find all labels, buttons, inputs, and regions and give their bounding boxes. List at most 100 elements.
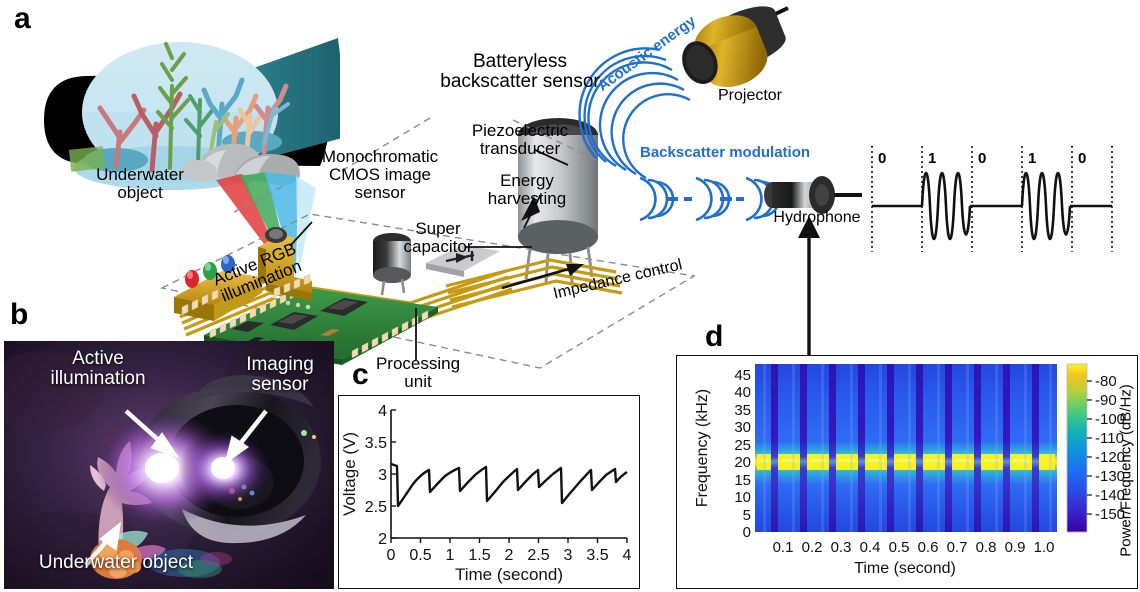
- underwater-scene-illustration: [44, 38, 340, 190]
- d-cbtick-140: -140: [1095, 487, 1125, 504]
- panel-label-b: b: [10, 298, 29, 331]
- supercap-l1: Super: [415, 219, 461, 238]
- c-xtick-0p5: 0.5: [409, 547, 431, 564]
- d-cbtick-130: -130: [1095, 468, 1125, 485]
- acoustic-energy-waves-icon: [578, 47, 691, 180]
- d-xtick-0p5: 0.5: [889, 539, 910, 556]
- c-xtick-4: 4: [623, 547, 632, 564]
- d-ytick-45: 45: [734, 367, 751, 384]
- energy-harvesting-label: Energy harvesting: [462, 172, 592, 208]
- d-xtick-0p4: 0.4: [860, 539, 881, 556]
- bit-0-a: 0: [878, 150, 887, 167]
- title-line-2: backscatter sensor: [440, 70, 600, 92]
- d-xlabel: Time (second): [854, 560, 956, 577]
- bit-1-b: 1: [1028, 150, 1037, 167]
- underwater-photo-content: [4, 341, 334, 589]
- c-ylabel: Voltage (V): [340, 432, 359, 516]
- underwater-object-photo-label: Underwater object: [38, 552, 194, 573]
- d-colorbar-label: Power/Frequency (dB/Hz): [1117, 384, 1135, 557]
- bit-0-b: 0: [978, 150, 987, 167]
- title-line-1: Batteryless: [473, 51, 567, 72]
- impedance-control-arrow: [501, 264, 584, 290]
- d-ytick-25: 25: [734, 437, 751, 454]
- colorbar-axis-title-wrap: Power/Frequency (dB/Hz): [1116, 362, 1136, 582]
- d-xtick-0p9: 0.9: [1005, 539, 1026, 556]
- spectrogram-chart: 0 5 10 15 20 25 30 35 40 45 Frequency (k…: [694, 363, 1125, 577]
- piezo-l1: Piezoelectric: [471, 121, 569, 140]
- imaging-l1: Imaging: [246, 354, 314, 375]
- panel-label-c: c: [352, 358, 369, 391]
- hydrophone-to-spectrogram-arrow: [798, 216, 820, 360]
- d-cbtick-90: -90: [1095, 392, 1117, 409]
- underwater-object-label: Underwater object: [70, 166, 210, 202]
- proc-l1: Processing: [375, 354, 461, 373]
- d-xtick-0p6: 0.6: [918, 539, 939, 556]
- batteryless-sensor-title: Batteryless backscatter sensor: [390, 52, 650, 92]
- piezo-transducer-label: Piezoelectric transducer: [440, 122, 600, 158]
- d-ytick-5: 5: [743, 507, 751, 524]
- d-xtick-0p1: 0.1: [773, 539, 794, 556]
- panel-d-frame: 0 5 10 15 20 25 30 35 40 45 Frequency (k…: [676, 355, 1138, 589]
- c-ytick-3p5: 3.5: [365, 435, 387, 452]
- c-ytick-2p5: 2.5: [365, 499, 387, 516]
- d-xtick-0p8: 0.8: [976, 539, 997, 556]
- panel-label-a: a: [14, 2, 31, 35]
- cmos-l3: sensor: [354, 182, 406, 202]
- d-cbtick-120: -120: [1095, 449, 1125, 466]
- energy-l1: Energy: [500, 171, 554, 190]
- imaging-l2: sensor: [251, 373, 309, 395]
- imaging-sensor-label: Imaging sensor: [230, 355, 330, 395]
- c-xtick-3p5: 3.5: [586, 547, 608, 564]
- active-illum-l2: illumination: [50, 367, 146, 389]
- super-capacitor-label: Super capacitor: [388, 220, 488, 256]
- acoustic-projector-icon: [682, 6, 789, 88]
- d-ylabel: Frequency (kHz): [694, 389, 711, 507]
- active-illumination-label: Active illumination: [32, 349, 164, 389]
- cmos-l2: CMOS image: [328, 164, 432, 184]
- c-xtick-2p5: 2.5: [527, 547, 549, 564]
- supercap-l2: capacitor: [403, 236, 473, 256]
- projector-label: Projector: [717, 87, 783, 104]
- voltage-chart: 2 2.5 3 3.5 4 0 0.5 1: [340, 403, 632, 584]
- d-ytick-0: 0: [743, 524, 751, 541]
- panel-a-leader-lines: [233, 117, 597, 360]
- d-xtick-1p0: 1.0: [1034, 539, 1055, 556]
- sensor-dashed-enclosure: [159, 213, 697, 369]
- piezo-l2: transducer: [479, 138, 561, 158]
- c-ytick-3: 3: [378, 467, 387, 484]
- d-cbtick-150: -150: [1095, 506, 1125, 523]
- d-xtick-0p3: 0.3: [831, 539, 852, 556]
- backscatter-modulation-waves-icon: [639, 176, 781, 222]
- hydrophone-icon: [764, 176, 862, 214]
- panel-label-d: d: [705, 320, 724, 353]
- d-ytick-40: 40: [734, 384, 751, 401]
- underwater-photo: Active illumination Imaging sensor Under…: [4, 341, 334, 589]
- energy-l2: harvesting: [487, 188, 567, 208]
- d-ytick-30: 30: [734, 419, 751, 436]
- c-xtick-3: 3: [564, 547, 573, 564]
- c-ytick-4: 4: [378, 403, 387, 420]
- colorbar: [1066, 363, 1088, 533]
- d-ytick-35: 35: [734, 402, 751, 419]
- panel-c-frame: 2 2.5 3 3.5 4 0 0.5 1: [338, 395, 640, 589]
- active-illum-l1: Active: [72, 348, 124, 369]
- d-ytick-15: 15: [734, 472, 751, 489]
- c-ytick-2: 2: [378, 531, 387, 548]
- underwater-object-l2: object: [117, 182, 163, 202]
- d-cbtick-100: -100: [1095, 411, 1125, 428]
- c-xtick-2: 2: [505, 547, 514, 564]
- hydrophone-label: Hydrophone: [773, 209, 861, 226]
- d-cbtick-80: -80: [1095, 373, 1117, 390]
- bit-1-a: 1: [928, 150, 937, 167]
- d-ytick-10: 10: [734, 489, 751, 506]
- c-xlabel: Time (second): [455, 565, 563, 584]
- c-xtick-0: 0: [387, 547, 396, 564]
- cmos-l1: Monochromatic: [321, 147, 439, 166]
- backscatter-sensor-board: [174, 118, 598, 365]
- d-xtick-0p2: 0.2: [802, 539, 823, 556]
- d-cbtick-110: -110: [1095, 430, 1124, 447]
- underwater-object-l1: Underwater: [96, 165, 184, 184]
- c-xtick-1: 1: [446, 547, 455, 564]
- spectrogram-image: [755, 364, 1057, 532]
